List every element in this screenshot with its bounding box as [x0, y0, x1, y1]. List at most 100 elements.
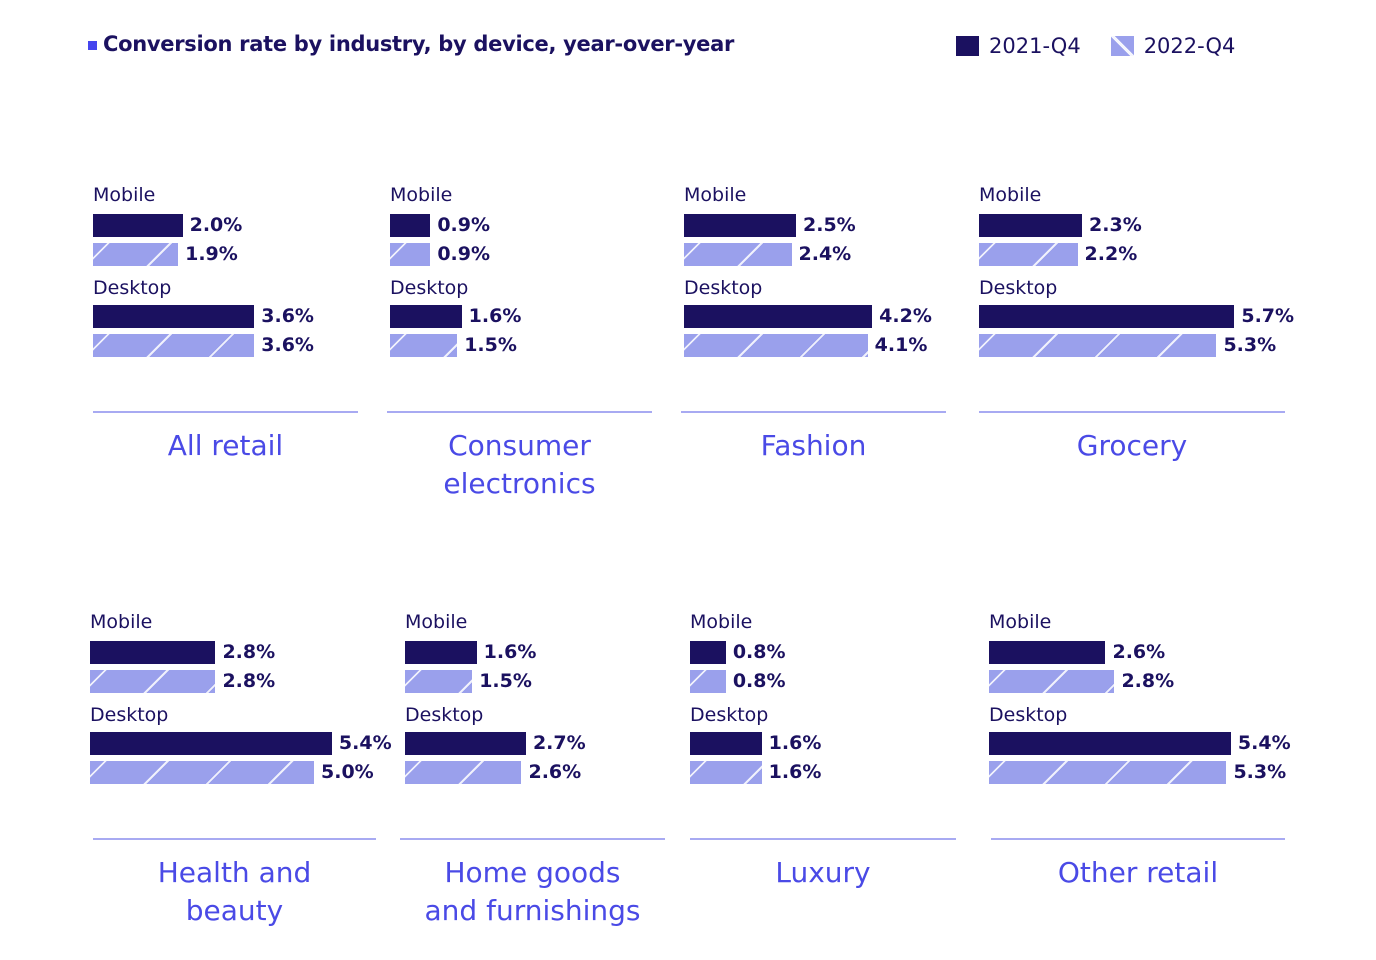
bar-desktop-2022-Q4: [390, 334, 458, 357]
category-divider: [991, 838, 1285, 840]
category-label: Fashion: [760, 429, 867, 462]
bar-mobile-2021-Q4: [979, 214, 1083, 237]
data-label: 2.4%: [798, 243, 852, 265]
data-label: 2.7%: [532, 732, 586, 754]
data-label: 1.5%: [479, 670, 532, 692]
device-label: Desktop: [979, 277, 1058, 299]
bar-desktop-2022-Q4: [989, 761, 1227, 784]
category-divider: [93, 838, 376, 840]
device-label: Mobile: [390, 184, 453, 206]
category-divider: [93, 411, 358, 413]
legend-item-2021: 2021-Q4: [956, 34, 1081, 58]
category-divider: [400, 838, 665, 840]
data-label: 3.6%: [261, 334, 314, 356]
legend-label: 2022-Q4: [1143, 34, 1236, 58]
bar-mobile-2021-Q4: [90, 641, 216, 664]
data-label: 2.6%: [528, 761, 582, 783]
category-label: Health and beauty: [157, 856, 312, 927]
bar-mobile-2021-Q4: [684, 214, 796, 237]
bar-desktop-2022-Q4: [93, 334, 255, 357]
bar-desktop-2022-Q4: [684, 334, 868, 357]
bar-desktop-2021-Q4: [405, 732, 526, 755]
device-label: Mobile: [90, 611, 153, 633]
data-label: 5.3%: [1223, 334, 1277, 356]
bar-desktop-2021-Q4: [979, 305, 1235, 328]
bar-mobile-2022-Q4: [90, 670, 216, 693]
category-label: All retail: [167, 429, 284, 462]
bar-mobile-2021-Q4: [390, 214, 431, 237]
bar-desktop-2021-Q4: [90, 732, 332, 755]
data-label: 2.0%: [189, 214, 243, 236]
data-label: 5.7%: [1241, 305, 1295, 327]
category-label: Consumer electronics: [443, 429, 596, 500]
bar-desktop-2021-Q4: [390, 305, 462, 328]
data-label: 4.1%: [874, 334, 928, 356]
bar-mobile-2022-Q4: [690, 670, 726, 693]
data-label: 0.8%: [732, 670, 786, 692]
data-label: 5.3%: [1233, 761, 1287, 783]
device-label: Mobile: [405, 611, 468, 633]
bar-mobile-2022-Q4: [405, 670, 473, 693]
category-label: Luxury: [775, 856, 871, 889]
bar-desktop-2022-Q4: [90, 761, 314, 784]
category-divider: [979, 411, 1285, 413]
data-label: 2.2%: [1084, 243, 1138, 265]
device-label: Desktop: [405, 704, 484, 726]
bar-desktop-2022-Q4: [979, 334, 1217, 357]
device-label: Mobile: [979, 184, 1042, 206]
legend-swatch-2021: [956, 36, 979, 56]
data-label: 2.3%: [1089, 214, 1142, 236]
legend: 2021-Q4 2022-Q4: [956, 34, 1235, 58]
device-label: Desktop: [390, 277, 469, 299]
data-label: 1.6%: [483, 641, 537, 663]
bar-mobile-2021-Q4: [989, 641, 1106, 664]
data-label: 2.5%: [803, 214, 856, 236]
device-label: Desktop: [989, 704, 1068, 726]
legend-swatch-2022: [1110, 36, 1134, 56]
data-label: 1.6%: [768, 732, 822, 754]
bar-desktop-2021-Q4: [93, 305, 255, 328]
data-label: 5.4%: [338, 732, 392, 754]
device-label: Desktop: [684, 277, 763, 299]
device-label: Mobile: [989, 611, 1052, 633]
device-label: Mobile: [684, 184, 747, 206]
bar-mobile-2021-Q4: [405, 641, 477, 664]
bar-mobile-2021-Q4: [690, 641, 726, 664]
bar-mobile-2022-Q4: [390, 243, 431, 266]
device-label: Desktop: [93, 277, 172, 299]
data-label: 0.9%: [437, 214, 491, 236]
bar-desktop-2022-Q4: [690, 761, 762, 784]
data-label: 0.8%: [732, 641, 786, 663]
chart-title: Conversion rate by industry, by device, …: [88, 32, 734, 56]
category-label: Other retail: [1057, 856, 1219, 889]
data-label: 2.6%: [1112, 641, 1166, 663]
data-label: 5.0%: [321, 761, 374, 783]
device-label: Mobile: [93, 184, 156, 206]
data-label: 0.9%: [437, 243, 491, 265]
data-label: 2.8%: [222, 641, 276, 663]
bar-desktop-2021-Q4: [989, 732, 1231, 755]
bar-mobile-2022-Q4: [979, 243, 1078, 266]
bar-desktop-2021-Q4: [690, 732, 762, 755]
bar-mobile-2022-Q4: [93, 243, 179, 266]
legend-item-2022: 2022-Q4: [1110, 34, 1236, 58]
data-label: 2.8%: [1121, 670, 1175, 692]
device-label: Mobile: [690, 611, 753, 633]
data-label: 3.6%: [261, 305, 314, 327]
title-bullet-icon: [88, 41, 97, 50]
category-label: Grocery: [1076, 429, 1188, 462]
bar-desktop-2022-Q4: [405, 761, 522, 784]
data-label: 1.6%: [768, 761, 822, 783]
category-divider: [690, 838, 956, 840]
bar-desktop-2021-Q4: [684, 305, 873, 328]
category-divider: [681, 411, 946, 413]
data-label: 1.6%: [468, 305, 522, 327]
data-label: 1.9%: [185, 243, 238, 265]
device-label: Desktop: [90, 704, 169, 726]
device-label: Desktop: [690, 704, 769, 726]
data-label: 1.5%: [464, 334, 517, 356]
bar-mobile-2022-Q4: [684, 243, 792, 266]
bar-mobile-2021-Q4: [93, 214, 183, 237]
data-label: 2.8%: [222, 670, 276, 692]
